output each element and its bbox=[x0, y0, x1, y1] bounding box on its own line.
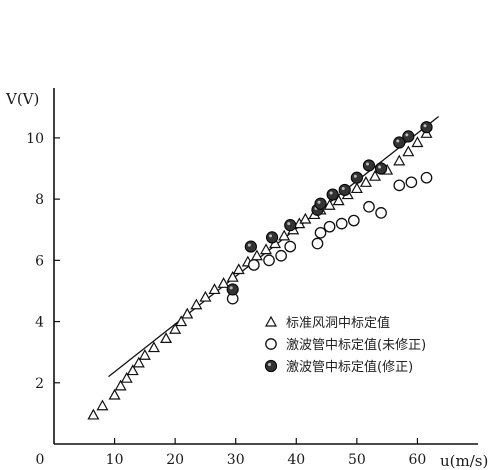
x-axis-label: u(m/s) bbox=[440, 452, 488, 470]
triangle-point bbox=[369, 169, 382, 181]
triangle-point bbox=[411, 136, 424, 148]
legend-symbol-1 bbox=[264, 315, 278, 327]
x-tick-label: 60 bbox=[409, 452, 427, 468]
filled-circle-point bbox=[402, 130, 415, 143]
filled-circle-point bbox=[393, 136, 406, 149]
open-circle-point bbox=[311, 237, 324, 250]
open-circle-point bbox=[420, 171, 433, 184]
filled-circle-point bbox=[374, 162, 388, 175]
y-tick-label: 6 bbox=[35, 253, 44, 269]
open-circle-point bbox=[375, 207, 387, 219]
y-tick-label: 10 bbox=[26, 131, 44, 147]
ticks: 0 10 20 30 40 50 60 2 4 6 8 10 bbox=[26, 131, 426, 468]
triangle-point bbox=[393, 154, 406, 166]
triangle-point bbox=[96, 399, 109, 411]
x-tick-label: 50 bbox=[348, 452, 366, 468]
triangle-point bbox=[323, 199, 336, 210]
legend-symbol-3 bbox=[264, 359, 278, 373]
filled-circle-point bbox=[244, 240, 257, 253]
triangle-point bbox=[120, 371, 133, 383]
open-circle-point bbox=[363, 200, 375, 213]
open-circle-point bbox=[347, 214, 360, 227]
open-circle-point bbox=[263, 254, 275, 267]
triangle-point bbox=[350, 182, 363, 194]
filled-circle-point bbox=[420, 121, 433, 134]
triangle-point bbox=[190, 298, 203, 310]
triangle-point bbox=[208, 283, 221, 295]
data-points bbox=[87, 121, 433, 420]
open-circle-point bbox=[323, 220, 336, 233]
open-circle-point bbox=[314, 226, 327, 239]
triangle-point bbox=[232, 263, 245, 275]
triangle-point bbox=[226, 270, 239, 282]
open-circle-point bbox=[248, 259, 260, 271]
triangle-point bbox=[299, 212, 312, 224]
triangle-point bbox=[147, 341, 160, 353]
triangle-point bbox=[217, 277, 230, 288]
triangle-point bbox=[199, 290, 212, 302]
triangle-point bbox=[138, 348, 151, 360]
y-axis-label: V(V) bbox=[5, 90, 39, 108]
triangle-point bbox=[108, 388, 121, 400]
open-circle-point bbox=[275, 249, 287, 262]
open-circle-point bbox=[284, 240, 297, 253]
triangle-point bbox=[359, 176, 372, 187]
filled-circle-point bbox=[226, 283, 239, 296]
x-tick-label: 30 bbox=[227, 452, 245, 468]
triangle-point bbox=[126, 364, 139, 376]
y-tick-label: 8 bbox=[35, 192, 44, 208]
triangle-point bbox=[160, 332, 173, 343]
triangle-point bbox=[114, 379, 127, 391]
triangle-point bbox=[259, 243, 273, 255]
filled-circle-point bbox=[314, 197, 327, 210]
filled-circle-point bbox=[311, 203, 324, 216]
open-circle-point bbox=[405, 176, 418, 189]
y-tick-label: 2 bbox=[35, 376, 44, 392]
triangle-point bbox=[332, 194, 345, 206]
x-tick-label: 10 bbox=[106, 452, 124, 468]
legend-label-3: 激波管中标定值(修正) bbox=[286, 359, 413, 375]
filled-circle-point bbox=[350, 171, 363, 184]
open-circle-point bbox=[335, 217, 348, 230]
triangle-point bbox=[181, 307, 194, 319]
x-tick-label: 40 bbox=[287, 452, 305, 468]
x-tick-label: 20 bbox=[166, 452, 184, 468]
open-circle-point bbox=[393, 179, 406, 192]
triangle-point bbox=[87, 408, 100, 420]
legend-symbol-2 bbox=[265, 338, 277, 350]
triangle-point bbox=[402, 145, 415, 157]
filled-circle-point bbox=[362, 159, 376, 172]
triangle-point bbox=[132, 356, 145, 368]
triangle-point bbox=[175, 315, 188, 327]
y-tick-label: 4 bbox=[35, 315, 44, 331]
legend-label-2: 激波管中标定值(未修正) bbox=[286, 337, 426, 353]
triangle-point bbox=[278, 229, 291, 241]
triangle-point bbox=[169, 322, 182, 334]
filled-circle-point bbox=[338, 183, 351, 197]
triangle-point bbox=[250, 249, 263, 261]
filled-circle-point bbox=[326, 188, 339, 201]
axes bbox=[53, 88, 478, 445]
filled-circle-point bbox=[284, 219, 297, 232]
filled-circle-point bbox=[265, 231, 279, 244]
x-tick-label: 0 bbox=[36, 452, 45, 468]
legend-label-1: 标准风洞中标定值 bbox=[286, 315, 390, 331]
